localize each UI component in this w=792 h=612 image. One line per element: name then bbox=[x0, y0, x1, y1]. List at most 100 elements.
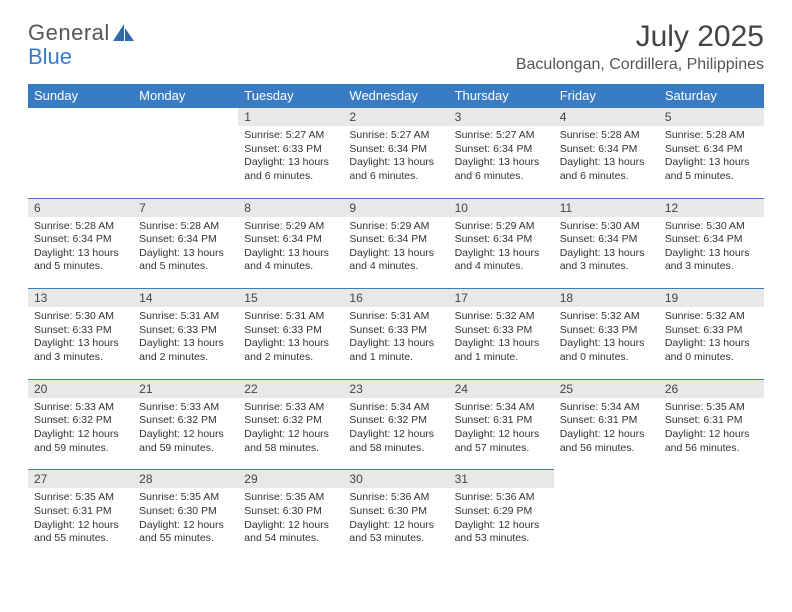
daylight-line: Daylight: 13 hours and 5 minutes. bbox=[34, 247, 119, 273]
day-number-cell: 8 bbox=[238, 198, 343, 217]
daylight-line: Daylight: 13 hours and 0 minutes. bbox=[560, 337, 645, 363]
weekday-head: Thursday bbox=[449, 84, 554, 108]
sunrise-line: Sunrise: 5:30 AM bbox=[665, 220, 745, 232]
daylight-line: Daylight: 13 hours and 2 minutes. bbox=[244, 337, 329, 363]
title-block: July 2025 Baculongan, Cordillera, Philip… bbox=[516, 20, 764, 74]
day-number-cell: 9 bbox=[343, 198, 448, 217]
day-detail-cell: Sunrise: 5:36 AMSunset: 6:30 PMDaylight:… bbox=[343, 488, 448, 560]
brand-logo: General bbox=[28, 20, 135, 46]
sunset-line: Sunset: 6:33 PM bbox=[560, 324, 638, 336]
sunrise-line: Sunrise: 5:33 AM bbox=[244, 401, 324, 413]
day-number-cell: 12 bbox=[659, 198, 764, 217]
day-number-cell: 28 bbox=[133, 470, 238, 489]
day-number-cell: 14 bbox=[133, 289, 238, 308]
daylight-line: Daylight: 12 hours and 56 minutes. bbox=[560, 428, 645, 454]
day-detail-cell: Sunrise: 5:36 AMSunset: 6:29 PMDaylight:… bbox=[449, 488, 554, 560]
sunrise-line: Sunrise: 5:34 AM bbox=[560, 401, 640, 413]
daylight-line: Daylight: 13 hours and 5 minutes. bbox=[139, 247, 224, 273]
weekday-head: Monday bbox=[133, 84, 238, 108]
day-detail-cell: Sunrise: 5:29 AMSunset: 6:34 PMDaylight:… bbox=[238, 217, 343, 289]
day-detail-cell: Sunrise: 5:27 AMSunset: 6:34 PMDaylight:… bbox=[449, 126, 554, 198]
sunset-line: Sunset: 6:33 PM bbox=[244, 143, 322, 155]
daylight-line: Daylight: 12 hours and 59 minutes. bbox=[34, 428, 119, 454]
weekday-head: Saturday bbox=[659, 84, 764, 108]
daylight-line: Daylight: 13 hours and 6 minutes. bbox=[244, 156, 329, 182]
sunrise-line: Sunrise: 5:29 AM bbox=[349, 220, 429, 232]
brand-sail-icon bbox=[113, 24, 135, 42]
day-number-cell: 10 bbox=[449, 198, 554, 217]
sunset-line: Sunset: 6:34 PM bbox=[139, 233, 217, 245]
daylight-line: Daylight: 12 hours and 54 minutes. bbox=[244, 519, 329, 545]
day-number-cell: 21 bbox=[133, 379, 238, 398]
day-detail-cell: Sunrise: 5:27 AM Sunset: 6:33 PMDaylight:… bbox=[238, 126, 343, 198]
sunrise-line: Sunrise: 5:28 AM bbox=[34, 220, 114, 232]
daylight-line: Daylight: 13 hours and 1 minute. bbox=[349, 337, 434, 363]
day-number-cell: 1 bbox=[238, 108, 343, 127]
calendar-table: Sunday Monday Tuesday Wednesday Thursday… bbox=[28, 84, 764, 560]
daylight-line: Daylight: 12 hours and 57 minutes. bbox=[455, 428, 540, 454]
sunrise-line: Sunrise: 5:35 AM bbox=[34, 491, 114, 503]
daylight-line: Daylight: 12 hours and 59 minutes. bbox=[139, 428, 224, 454]
day-number-cell: 23 bbox=[343, 379, 448, 398]
sunrise-line: Sunrise: 5:27 AM bbox=[244, 129, 324, 141]
day-detail-cell: Sunrise: 5:31 AMSunset: 6:33 PMDaylight:… bbox=[238, 307, 343, 379]
sunrise-line: Sunrise: 5:34 AM bbox=[455, 401, 535, 413]
day-number-row: 13141516171819 bbox=[28, 289, 764, 308]
sunset-line: Sunset: 6:30 PM bbox=[349, 505, 427, 517]
sunset-line: Sunset: 6:30 PM bbox=[244, 505, 322, 517]
day-detail-cell: Sunrise: 5:29 AMSunset: 6:34 PMDaylight:… bbox=[449, 217, 554, 289]
sunset-line: Sunset: 6:33 PM bbox=[34, 324, 112, 336]
day-number-cell: 30 bbox=[343, 470, 448, 489]
sunset-line: Sunset: 6:33 PM bbox=[349, 324, 427, 336]
day-number-row: 2728293031 bbox=[28, 470, 764, 489]
daylight-line: Daylight: 12 hours and 55 minutes. bbox=[139, 519, 224, 545]
sunset-line: Sunset: 6:31 PM bbox=[560, 414, 638, 426]
day-number-cell: 4 bbox=[554, 108, 659, 127]
day-detail-cell: Sunrise: 5:30 AMSunset: 6:34 PMDaylight:… bbox=[554, 217, 659, 289]
weekday-head: Tuesday bbox=[238, 84, 343, 108]
day-detail-cell: Sunrise: 5:35 AMSunset: 6:30 PMDaylight:… bbox=[238, 488, 343, 560]
sunset-line: Sunset: 6:32 PM bbox=[244, 414, 322, 426]
sunset-line: Sunset: 6:34 PM bbox=[34, 233, 112, 245]
daylight-line: Daylight: 13 hours and 3 minutes. bbox=[665, 247, 750, 273]
day-number-cell: 19 bbox=[659, 289, 764, 308]
daylight-line: Daylight: 12 hours and 58 minutes. bbox=[349, 428, 434, 454]
brand-part2: Blue bbox=[28, 44, 72, 70]
weekday-head: Friday bbox=[554, 84, 659, 108]
day-detail-cell: Sunrise: 5:33 AMSunset: 6:32 PMDaylight:… bbox=[133, 398, 238, 470]
sunset-line: Sunset: 6:34 PM bbox=[349, 143, 427, 155]
day-number-cell: 31 bbox=[449, 470, 554, 489]
sunrise-line: Sunrise: 5:28 AM bbox=[560, 129, 640, 141]
day-number-cell: 5 bbox=[659, 108, 764, 127]
day-number-cell: 18 bbox=[554, 289, 659, 308]
day-number-cell bbox=[133, 108, 238, 127]
sunrise-line: Sunrise: 5:32 AM bbox=[665, 310, 745, 322]
weekday-head: Sunday bbox=[28, 84, 133, 108]
day-number-cell: 13 bbox=[28, 289, 133, 308]
day-number-cell: 20 bbox=[28, 379, 133, 398]
sunrise-line: Sunrise: 5:30 AM bbox=[34, 310, 114, 322]
sunset-line: Sunset: 6:34 PM bbox=[665, 143, 743, 155]
day-detail-cell bbox=[28, 126, 133, 198]
day-number-cell: 24 bbox=[449, 379, 554, 398]
day-number-cell: 2 bbox=[343, 108, 448, 127]
day-detail-cell: Sunrise: 5:31 AMSunset: 6:33 PMDaylight:… bbox=[133, 307, 238, 379]
sunset-line: Sunset: 6:31 PM bbox=[34, 505, 112, 517]
day-detail-cell: Sunrise: 5:35 AMSunset: 6:31 PMDaylight:… bbox=[659, 398, 764, 470]
day-detail-cell: Sunrise: 5:28 AMSunset: 6:34 PMDaylight:… bbox=[554, 126, 659, 198]
day-number-cell: 15 bbox=[238, 289, 343, 308]
day-detail-cell: Sunrise: 5:28 AMSunset: 6:34 PMDaylight:… bbox=[133, 217, 238, 289]
sunrise-line: Sunrise: 5:29 AM bbox=[244, 220, 324, 232]
sunset-line: Sunset: 6:34 PM bbox=[349, 233, 427, 245]
day-number-cell bbox=[28, 108, 133, 127]
daylight-line: Daylight: 12 hours and 53 minutes. bbox=[455, 519, 540, 545]
day-detail-cell: Sunrise: 5:27 AMSunset: 6:34 PMDaylight:… bbox=[343, 126, 448, 198]
location: Baculongan, Cordillera, Philippines bbox=[516, 56, 764, 74]
day-detail-cell: Sunrise: 5:35 AMSunset: 6:30 PMDaylight:… bbox=[133, 488, 238, 560]
day-detail-cell: Sunrise: 5:28 AMSunset: 6:34 PM Daylight:… bbox=[28, 217, 133, 289]
calendar-head: Sunday Monday Tuesday Wednesday Thursday… bbox=[28, 84, 764, 108]
day-detail-cell: Sunrise: 5:34 AMSunset: 6:32 PMDaylight:… bbox=[343, 398, 448, 470]
sunrise-line: Sunrise: 5:33 AM bbox=[34, 401, 114, 413]
day-detail-cell: Sunrise: 5:30 AMSunset: 6:34 PMDaylight:… bbox=[659, 217, 764, 289]
sunrise-line: Sunrise: 5:35 AM bbox=[139, 491, 219, 503]
